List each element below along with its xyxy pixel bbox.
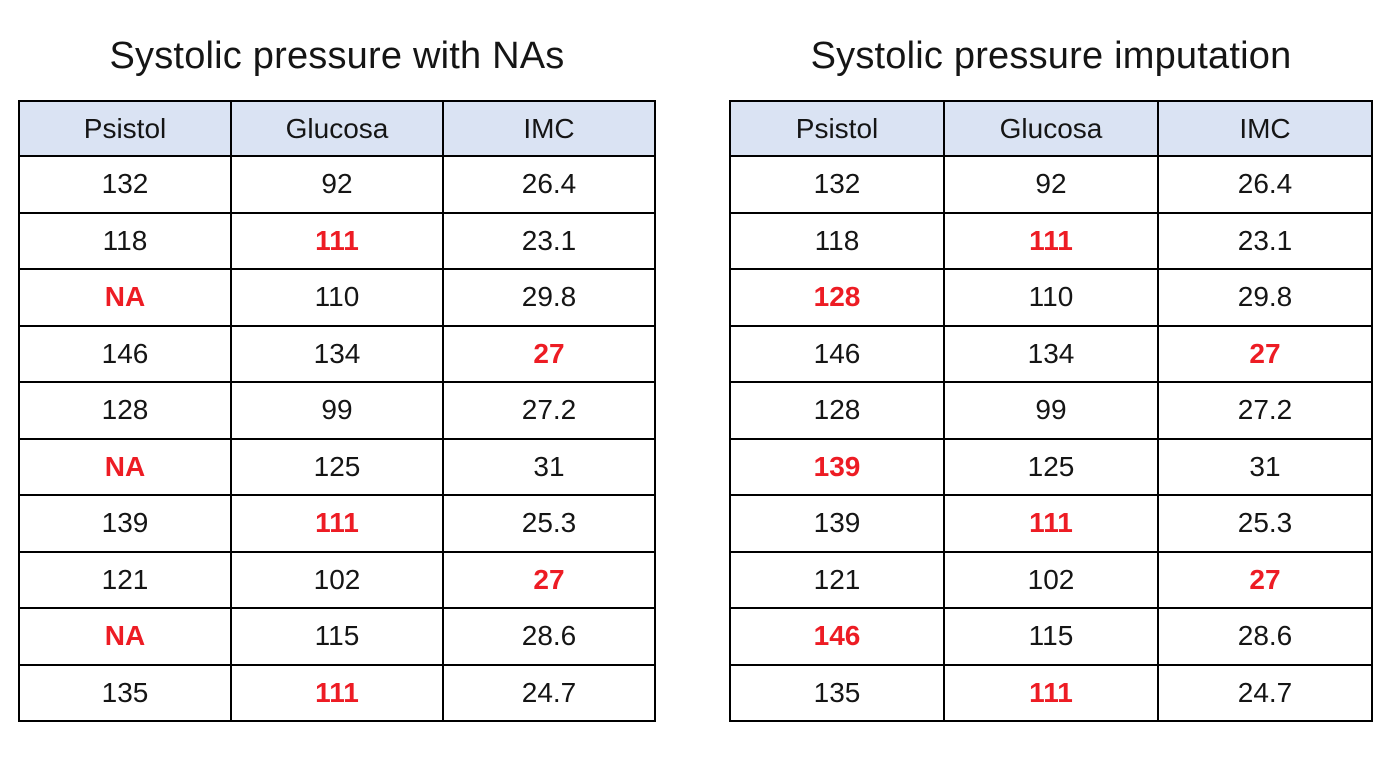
- table-cell: 118: [729, 211, 945, 270]
- table-cell: 29.8: [442, 268, 656, 327]
- table-cell: 132: [729, 155, 945, 214]
- column-header: Psistol: [729, 100, 945, 157]
- imputed-table: Psistol Glucosa IMC 132 92 26.4 118 111 23.1 128…: [729, 100, 1373, 722]
- table-cell: 134: [230, 324, 444, 383]
- highlighted-cell: NA: [18, 268, 232, 327]
- table-cell: 102: [230, 550, 444, 609]
- highlighted-cell: 111: [943, 663, 1159, 722]
- highlighted-cell: 111: [230, 663, 444, 722]
- table-cell: 139: [729, 494, 945, 553]
- table-cell: 24.7: [442, 663, 656, 722]
- column-header: IMC: [442, 100, 656, 157]
- table-cell: 23.1: [1157, 211, 1373, 270]
- table-cell: 92: [943, 155, 1159, 214]
- table-row: 139 111 25.3: [729, 494, 1373, 553]
- table-row: NA 115 28.6: [18, 607, 656, 666]
- right-table-title: Systolic pressure imputation: [810, 35, 1292, 78]
- table-cell: 27.2: [442, 381, 656, 440]
- table-row: 135 111 24.7: [729, 663, 1373, 722]
- table-cell: 28.6: [442, 607, 656, 666]
- table-row: NA 125 31: [18, 437, 656, 496]
- highlighted-cell: NA: [18, 437, 232, 496]
- table-row: 128 99 27.2: [18, 381, 656, 440]
- table-cell: 26.4: [442, 155, 656, 214]
- column-header: Glucosa: [943, 100, 1159, 157]
- table-cell: 125: [943, 437, 1159, 496]
- highlighted-cell: 111: [943, 211, 1159, 270]
- table-cell: 92: [230, 155, 444, 214]
- highlighted-cell: 111: [943, 494, 1159, 553]
- table-row: 121 102 27: [729, 550, 1373, 609]
- table-cell: 26.4: [1157, 155, 1373, 214]
- highlighted-cell: 111: [230, 494, 444, 553]
- table-cell: 31: [1157, 437, 1373, 496]
- highlighted-cell: 139: [729, 437, 945, 496]
- table-cell: 110: [943, 268, 1159, 327]
- table-cell: 24.7: [1157, 663, 1373, 722]
- table-cell: 28.6: [1157, 607, 1373, 666]
- highlighted-cell: 128: [729, 268, 945, 327]
- table-cell: 146: [729, 324, 945, 383]
- table-cell: 135: [729, 663, 945, 722]
- table-cell: 128: [18, 381, 232, 440]
- highlighted-cell: 27: [442, 324, 656, 383]
- header-row: Psistol Glucosa IMC: [18, 100, 656, 157]
- left-table-title: Systolic pressure with NAs: [109, 35, 565, 78]
- column-header: Glucosa: [230, 100, 444, 157]
- column-header: Psistol: [18, 100, 232, 157]
- table-cell: 121: [729, 550, 945, 609]
- table-row: 118 111 23.1: [729, 211, 1373, 270]
- table-row: 139 111 25.3: [18, 494, 656, 553]
- table-row: 118 111 23.1: [18, 211, 656, 270]
- highlighted-cell: 27: [1157, 550, 1373, 609]
- table-cell: 125: [230, 437, 444, 496]
- na-table: Psistol Glucosa IMC 132 92 26.4 118 111 23.1 NA 1…: [18, 100, 656, 722]
- column-header: IMC: [1157, 100, 1373, 157]
- table-cell: 99: [943, 381, 1159, 440]
- highlighted-cell: 146: [729, 607, 945, 666]
- table-cell: 134: [943, 324, 1159, 383]
- highlighted-cell: 27: [442, 550, 656, 609]
- table-cell: 27.2: [1157, 381, 1373, 440]
- table-cell: 110: [230, 268, 444, 327]
- table-cell: 128: [729, 381, 945, 440]
- table-cell: 31: [442, 437, 656, 496]
- table-row: 132 92 26.4: [729, 155, 1373, 214]
- table-row: 121 102 27: [18, 550, 656, 609]
- table-cell: 99: [230, 381, 444, 440]
- header-row: Psistol Glucosa IMC: [729, 100, 1373, 157]
- table-cell: 139: [18, 494, 232, 553]
- table-row: 146 115 28.6: [729, 607, 1373, 666]
- highlighted-cell: NA: [18, 607, 232, 666]
- table-row: 146 134 27: [729, 324, 1373, 383]
- table-cell: 23.1: [442, 211, 656, 270]
- table-cell: 25.3: [442, 494, 656, 553]
- table-cell: 118: [18, 211, 232, 270]
- table-row: 132 92 26.4: [18, 155, 656, 214]
- table-cell: 115: [230, 607, 444, 666]
- table-cell: 102: [943, 550, 1159, 609]
- table-cell: 29.8: [1157, 268, 1373, 327]
- table-row: 139 125 31: [729, 437, 1373, 496]
- table-row: 128 99 27.2: [729, 381, 1373, 440]
- highlighted-cell: 111: [230, 211, 444, 270]
- table-cell: 146: [18, 324, 232, 383]
- table-row: 146 134 27: [18, 324, 656, 383]
- table-cell: 135: [18, 663, 232, 722]
- table-row: NA 110 29.8: [18, 268, 656, 327]
- table-cell: 121: [18, 550, 232, 609]
- table-row: 128 110 29.8: [729, 268, 1373, 327]
- table-cell: 25.3: [1157, 494, 1373, 553]
- highlighted-cell: 27: [1157, 324, 1373, 383]
- table-row: 135 111 24.7: [18, 663, 656, 722]
- table-cell: 115: [943, 607, 1159, 666]
- table-cell: 132: [18, 155, 232, 214]
